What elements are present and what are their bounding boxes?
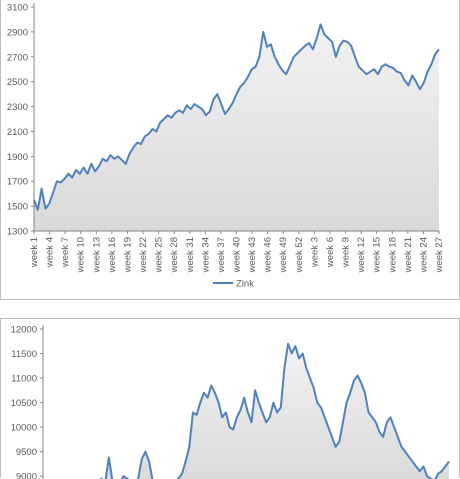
y-tick-label: 10500 <box>11 398 37 409</box>
x-tick-label: week 52 <box>294 237 305 273</box>
y-tick-label: 2700 <box>7 52 28 63</box>
y-tick-label: 1900 <box>7 152 28 163</box>
zinc-price-chart: 1300 1500 1700 1900 2100 2300 2500 2700 2900 3100… <box>7 3 445 290</box>
series-line <box>99 342 450 479</box>
series-area <box>100 343 449 479</box>
zinc-chart-panel: 1300 1500 1700 1900 2100 2300 2500 2700 2900 3100… <box>0 0 460 300</box>
y-tick-label: 10000 <box>11 423 37 434</box>
x-tick-label: week 31 <box>185 237 196 273</box>
y-tick-label: 9000 <box>16 472 37 479</box>
second-chart-panel: 9000 9500 10000 10500 11000 11500 12000 <box>0 318 460 479</box>
x-tick-label: week 46 <box>263 237 274 273</box>
y-tick-label: 2500 <box>7 77 28 88</box>
second-price-chart: 9000 9500 10000 10500 11000 11500 12000 <box>11 325 450 479</box>
x-tick-label: week 43 <box>247 237 258 273</box>
y-tick-label: 11000 <box>11 374 37 385</box>
x-tick-label: week 7 <box>60 237 71 268</box>
x-tick-label: week 13 <box>91 237 102 273</box>
x-tick-label: week 37 <box>216 237 227 273</box>
y-tick-label: 2900 <box>7 27 28 38</box>
x-tick-label: week 10 <box>76 237 87 273</box>
x-tick-label: week 34 <box>200 237 211 273</box>
y-tick-label: 11500 <box>11 349 37 360</box>
series-area <box>34 24 439 232</box>
x-tick-label: week 4 <box>45 237 56 268</box>
y-tick-label: 1500 <box>7 202 28 213</box>
y-tick-label: 3100 <box>7 3 28 14</box>
x-tick-label: week 6 <box>325 237 336 268</box>
x-tick-label: week 49 <box>278 237 289 273</box>
y-tick-label: 1700 <box>7 177 28 188</box>
x-tick-label: week 1 <box>29 237 40 268</box>
series-line <box>33 23 440 211</box>
x-tick-label: week 12 <box>356 237 367 273</box>
y-tick-label: 2100 <box>7 127 28 138</box>
x-tick-label: week 15 <box>372 237 383 273</box>
x-tick-label: week 21 <box>403 237 414 273</box>
y-tick-label: 2300 <box>7 102 28 113</box>
x-tick-label: week 19 <box>122 237 133 273</box>
x-tick-label: week 9 <box>341 237 352 268</box>
x-tick-label: week 40 <box>232 237 243 273</box>
y-tick-label: 9500 <box>16 447 37 458</box>
x-tick-label: week 16 <box>107 237 118 273</box>
x-tick-label: week 3 <box>309 237 320 268</box>
x-tick-label: week 25 <box>154 237 165 273</box>
x-tick-label: week 28 <box>169 237 180 273</box>
x-tick-label: week 27 <box>434 237 445 273</box>
x-tick-label: week 24 <box>418 237 429 273</box>
y-tick-label: 12000 <box>11 325 37 336</box>
y-tick-label: 1300 <box>7 227 28 238</box>
x-tick-label: week 18 <box>387 237 398 273</box>
x-tick-label: week 22 <box>138 237 149 273</box>
legend-label: Zink <box>236 279 254 290</box>
